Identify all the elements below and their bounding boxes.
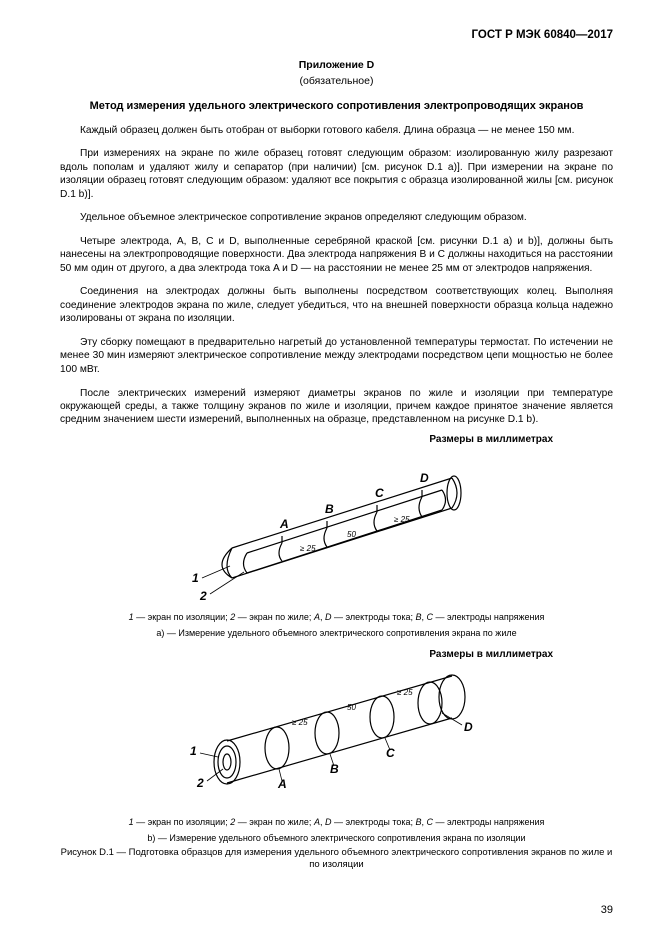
fig-a-legend: 1 — экран по изоляции; 2 — экран по жиле… [60,612,613,624]
fig-b-sub: b) — Измерение удельного объемного элект… [60,833,613,845]
page-number: 39 [601,903,613,918]
dim-b-25b: ≥ 25 [397,688,413,697]
para: Четыре электрода, A, B, C и D, выполненн… [60,235,613,275]
label-b-B: B [330,762,339,776]
figure-a: Размеры в миллиметрах [60,433,613,640]
fig-b-size-label: Размеры в миллиметрах [60,648,553,661]
page: ГОСТ Р МЭК 60840—2017 Приложение D (обяз… [0,0,661,936]
para: При измерениях на экране по жиле образец… [60,147,613,201]
para: После электрических измерений измеряют д… [60,387,613,427]
dim-25b: ≥ 25 [394,515,410,524]
fig-b-legend: 1 — экран по изоляции; 2 — экран по жиле… [60,817,613,829]
label-b-2: 2 [196,776,204,790]
doc-header: ГОСТ Р МЭК 60840—2017 [60,28,613,43]
figure-caption: Рисунок D.1 — Подготовка образцов для из… [60,847,613,872]
appendix-label: Приложение D [60,59,613,73]
dim-25a: ≥ 25 [300,544,316,553]
dim-b-25a: ≥ 25 [292,718,308,727]
dim-b-50: 50 [347,703,356,712]
label-1: 1 [192,571,199,585]
para: Эту сборку помещают в предварительно наг… [60,336,613,376]
label-b-1: 1 [190,744,197,758]
para: Удельное объемное электрическое сопротив… [60,211,613,224]
fig-a-sub: a) — Измерение удельного объемного элект… [60,628,613,640]
figure-b: Размеры в миллиметрах ≥ 25 50 [60,648,613,872]
fig-a-size-label: Размеры в миллиметрах [60,433,553,446]
label-2: 2 [199,589,207,603]
appendix-type: (обязательное) [60,75,613,89]
label-b-C: C [386,746,395,760]
label-B: B [325,502,334,516]
section-title: Метод измерения удельного электрического… [60,99,613,114]
para: Соединения на электродах должны быть вып… [60,285,613,325]
label-C: C [375,486,384,500]
figure-a-svg: ≥ 25 50 ≥ 25 A B C D 1 2 [172,448,502,608]
label-D: D [420,471,429,485]
para: Каждый образец должен быть отобран от вы… [60,124,613,137]
label-b-D: D [464,720,473,734]
figure-b-svg: ≥ 25 50 ≥ 25 A B C D 1 2 [172,663,502,813]
label-A: A [279,517,289,531]
dim-50: 50 [347,530,356,539]
